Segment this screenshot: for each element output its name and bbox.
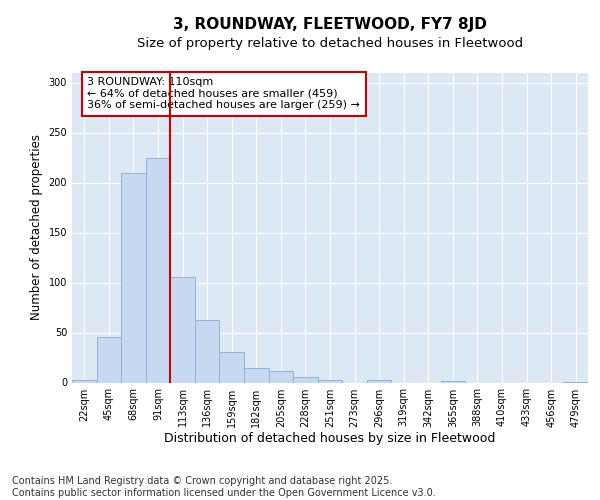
X-axis label: Distribution of detached houses by size in Fleetwood: Distribution of detached houses by size … bbox=[164, 432, 496, 446]
Y-axis label: Number of detached properties: Number of detached properties bbox=[30, 134, 43, 320]
Text: 3, ROUNDWAY, FLEETWOOD, FY7 8JD: 3, ROUNDWAY, FLEETWOOD, FY7 8JD bbox=[173, 18, 487, 32]
Bar bbox=[244, 368, 269, 382]
Bar bbox=[440, 380, 465, 382]
Bar bbox=[195, 320, 220, 382]
Bar bbox=[318, 380, 342, 382]
Bar bbox=[367, 380, 391, 382]
Bar bbox=[269, 370, 293, 382]
Bar bbox=[97, 336, 121, 382]
Bar bbox=[146, 158, 170, 382]
Bar bbox=[220, 352, 244, 382]
Bar bbox=[121, 172, 146, 382]
Bar bbox=[170, 276, 195, 382]
Text: 3 ROUNDWAY: 110sqm
← 64% of detached houses are smaller (459)
36% of semi-detach: 3 ROUNDWAY: 110sqm ← 64% of detached hou… bbox=[88, 77, 361, 110]
Text: Contains HM Land Registry data © Crown copyright and database right 2025.
Contai: Contains HM Land Registry data © Crown c… bbox=[12, 476, 436, 498]
Bar bbox=[72, 380, 97, 382]
Text: Size of property relative to detached houses in Fleetwood: Size of property relative to detached ho… bbox=[137, 38, 523, 51]
Bar bbox=[293, 376, 318, 382]
